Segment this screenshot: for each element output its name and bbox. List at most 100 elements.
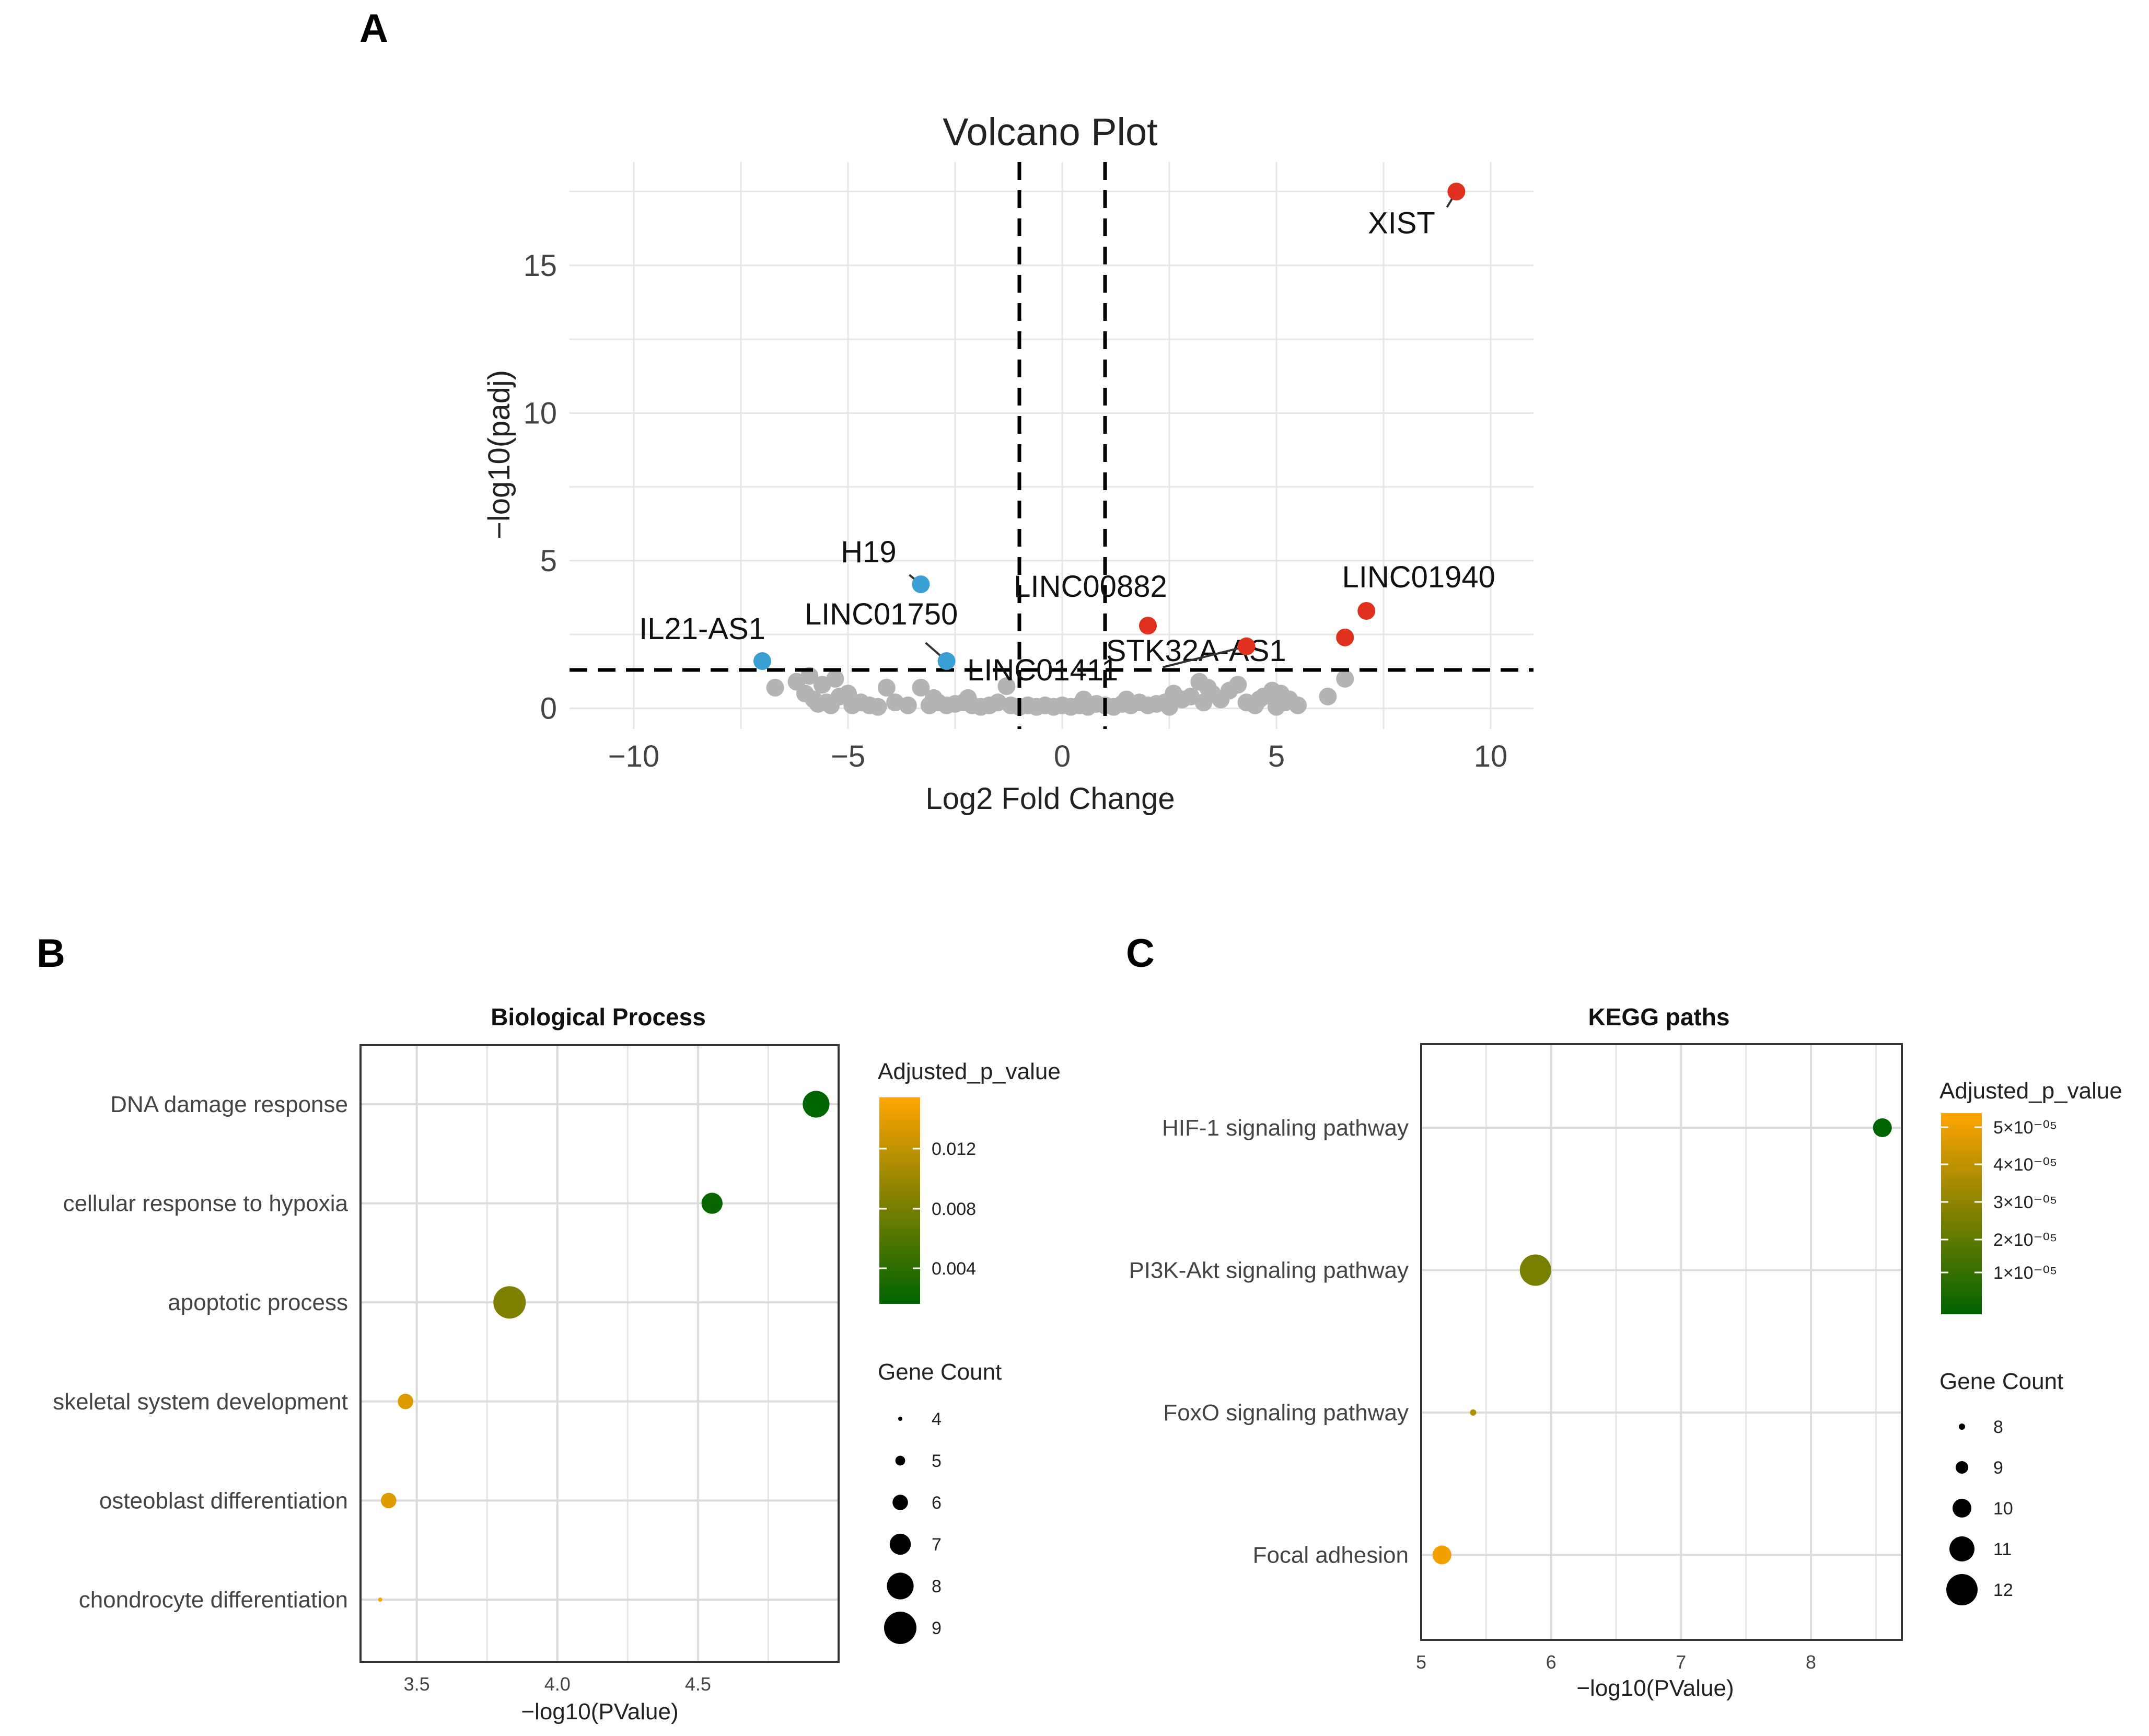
bp-tick-labels: 3.5 4.0 4.5 <box>404 1673 711 1695</box>
dotplot-x-tick-label: 3.5 <box>404 1673 430 1695</box>
size-legend-label: 10 <box>1993 1499 2013 1519</box>
volcano-point-ns <box>822 696 840 714</box>
dotplot-x-tick-label: 7 <box>1676 1651 1686 1673</box>
kegg-paths-plot: KEGG paths HIF-1 signaling pathway PI3K-A… <box>1129 1003 2122 1701</box>
volcano-gene-label-linc01940: LINC01940 <box>1342 560 1495 594</box>
volcano-point-ns <box>826 669 844 688</box>
panel-label-b: B <box>37 931 65 976</box>
volcano-x-axis-label: Log2 Fold Change <box>925 782 1175 816</box>
dotplot-category-label: DNA damage response <box>110 1092 348 1117</box>
volcano-point-ns <box>809 695 827 713</box>
color-legend-tick-label: 0.012 <box>932 1139 976 1159</box>
size-legend-label: 9 <box>932 1618 942 1638</box>
volcano-y-axis-label: −log10(padj) <box>482 370 516 539</box>
volcano-point-ns <box>1336 669 1354 688</box>
size-legend-dot <box>1953 1499 1971 1518</box>
volcano-labeled-points: XIST LINC01940 LINC00882 STK32A-AS1LINC0141… <box>639 182 1495 687</box>
volcano-tick-labels: −10 −5 0 5 10 0 5 10 15 <box>523 249 1507 773</box>
volcano-gene-label-xist: XIST <box>1368 206 1435 240</box>
volcano-y-tick-label: 5 <box>540 544 557 578</box>
color-legend-tick-label: 3×10⁻⁰⁵ <box>1993 1193 2057 1212</box>
volcano-point-stk32a-as1 <box>1336 628 1354 646</box>
dotplot-point <box>1432 1545 1451 1565</box>
size-legend-dot <box>892 1495 908 1510</box>
dotplot-point <box>1519 1254 1551 1286</box>
size-legend-dot <box>1959 1423 1965 1430</box>
size-legend-label: 4 <box>932 1409 942 1429</box>
volcano-background-points <box>766 667 1354 716</box>
dotplot-point <box>398 1394 413 1409</box>
dotplot-category-label: chondrocyte differentiation <box>79 1587 348 1613</box>
dotplot-category-label: osteoblast differentiation <box>99 1488 348 1513</box>
dotplot-x-tick-label: 4.0 <box>544 1673 571 1695</box>
size-legend-label: 6 <box>932 1493 942 1513</box>
dotplot-point <box>1873 1118 1892 1137</box>
bp-points <box>378 1091 830 1602</box>
dotplot-x-tick-label: 4.5 <box>685 1673 711 1695</box>
size-legend-dot <box>884 1612 916 1644</box>
volcano-y-tick-label: 0 <box>540 691 557 725</box>
volcano-point-xist <box>1447 182 1466 201</box>
dotplot-category-label: skeletal system development <box>53 1389 348 1415</box>
kegg-size-legend: 8 9 10 11 12 <box>1946 1417 2013 1605</box>
dotplot-point <box>493 1286 526 1319</box>
volcano-point-ns <box>1250 690 1269 709</box>
size-legend-dot <box>1946 1574 1978 1605</box>
volcano-gene-label-h19: H19 <box>841 535 896 569</box>
bp-title: Biological Process <box>491 1003 706 1031</box>
volcano-point-ns <box>997 677 1016 696</box>
bp-category-labels: DNA damage response cellular response to … <box>53 1092 348 1613</box>
dotplot-point <box>378 1598 382 1602</box>
volcano-point-linc01750 <box>937 652 956 670</box>
volcano-point-il21-as1 <box>753 652 771 670</box>
kegg-x-axis-label: −log10(PValue) <box>1576 1675 1734 1701</box>
biological-process-plot: Biological Process DNA damage response ce… <box>53 1003 1061 1725</box>
size-legend-dot <box>895 1455 905 1466</box>
kegg-panel-border <box>1420 1043 1903 1641</box>
color-legend-tick-label: 0.004 <box>932 1259 976 1279</box>
volcano-threshold-lines <box>570 162 1534 729</box>
volcano-gene-label-linc01750: LINC01750 <box>805 597 958 631</box>
volcano-point-h19 <box>912 575 930 594</box>
volcano-x-tick-label: −10 <box>608 739 659 773</box>
dotplot-point <box>381 1492 397 1509</box>
volcano-title: Volcano Plot <box>943 110 1158 154</box>
color-legend-tick-label: 1×10⁻⁰⁵ <box>1993 1263 2057 1283</box>
volcano-point-ns <box>1194 693 1213 712</box>
bp-color-legend-ticks: 0.012 0.008 0.004 <box>879 1139 976 1279</box>
dotplot-category-label: HIF-1 signaling pathway <box>1162 1115 1409 1141</box>
volcano-label-connector <box>1163 645 1247 668</box>
size-legend-label: 11 <box>1993 1540 2012 1559</box>
volcano-point-ns <box>959 689 977 707</box>
volcano-x-tick-label: 10 <box>1474 739 1508 773</box>
bp-gridlines <box>361 1045 839 1662</box>
volcano-x-tick-label: 0 <box>1054 739 1071 773</box>
dotplot-point <box>701 1193 723 1214</box>
dotplot-x-tick-label: 6 <box>1546 1651 1556 1673</box>
size-legend-label: 12 <box>1993 1580 2013 1600</box>
volcano-x-tick-label: 5 <box>1268 739 1285 773</box>
kegg-color-bar <box>1941 1113 1982 1314</box>
dotplot-x-tick-label: 8 <box>1806 1651 1816 1673</box>
kegg-size-legend-title: Gene Count <box>1939 1369 2063 1394</box>
size-legend-label: 8 <box>932 1577 942 1596</box>
volcano-plot: Volcano Plot −10 −5 0 5 10 0 5 10 15 XIST LINC019… <box>482 110 1534 816</box>
volcano-point-linc01411 <box>1237 637 1256 655</box>
volcano-point-ns <box>796 685 814 703</box>
dotplot-point <box>1470 1409 1477 1416</box>
dotplot-x-tick-label: 5 <box>1416 1651 1426 1673</box>
bp-color-legend-title: Adjusted_p_value <box>878 1059 1061 1084</box>
kegg-gridlines <box>1420 1044 1902 1640</box>
volcano-point-ns <box>1160 698 1178 716</box>
color-legend-tick-label: 2×10⁻⁰⁵ <box>1993 1230 2057 1250</box>
color-legend-tick-label: 0.008 <box>932 1199 976 1219</box>
volcano-point-ns <box>766 678 784 697</box>
panel-label-c: C <box>1126 931 1155 976</box>
kegg-color-legend-title: Adjusted_p_value <box>1939 1078 2122 1104</box>
dotplot-category-label: PI3K-Akt signaling pathway <box>1129 1258 1409 1283</box>
volcano-y-tick-label: 15 <box>523 249 557 283</box>
size-legend-label: 5 <box>932 1451 942 1471</box>
color-legend-tick-label: 5×10⁻⁰⁵ <box>1993 1118 2057 1138</box>
volcano-y-tick-label: 10 <box>523 396 557 430</box>
